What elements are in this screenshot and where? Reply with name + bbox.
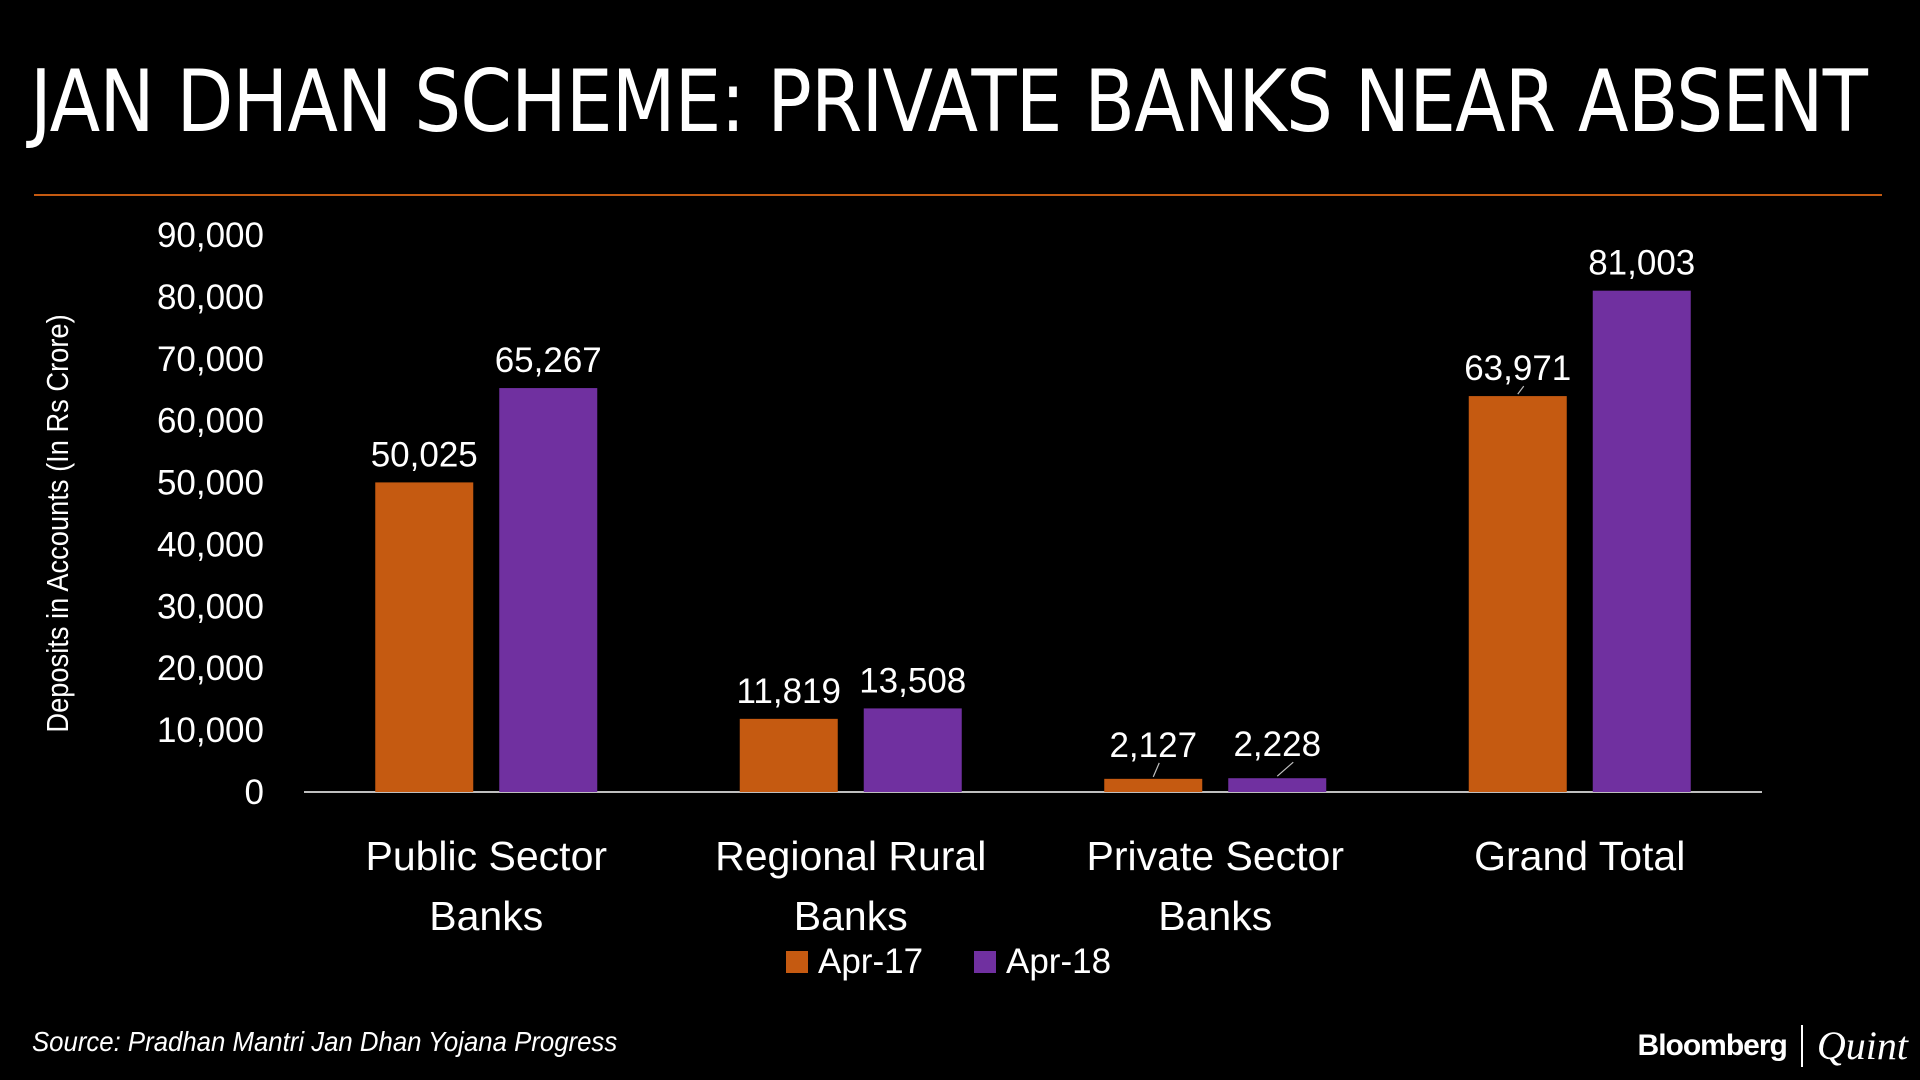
bar-apr-17 [739,718,838,792]
brand-name: Bloomberg [1637,1028,1788,1062]
chart-title: JAN DHAN SCHEME: PRIVATE BANKS NEAR ABSE… [30,52,1868,152]
y-tick-label: 30,000 [157,587,264,626]
x-tick-label: Grand Total [1474,833,1685,879]
x-tick-label: Banks [794,893,908,939]
bar-apr-18 [1228,778,1327,792]
legend-swatch [974,951,996,973]
brand-separator [1800,1024,1803,1067]
data-label: 2,127 [1109,726,1197,765]
y-axis-label-group: Deposits in Accounts (In Rs Crore) [41,314,75,732]
y-tick-label: 80,000 [157,278,264,317]
data-labels: 50,025 65,267 11,819 13,508 2,127 2,228 63,971… [371,244,1696,765]
data-label: 81,003 [1588,244,1695,283]
x-axis-category-labels: Public Sector Banks Regional Rural Banks Pri… [365,833,1685,939]
title-divider [34,194,1882,196]
brand-sub: Quint [1816,1023,1908,1068]
label-leader-lines [1152,385,1525,778]
data-label: 65,267 [495,341,602,380]
label-leader [1517,385,1525,395]
bar-apr-18 [1592,290,1691,792]
source-note: Source: Pradhan Mantri Jan Dhan Yojana P… [32,1026,618,1057]
bar-apr-17 [375,482,474,792]
x-tick-label: Banks [1158,893,1272,939]
label-leader [1276,761,1294,777]
bar-apr-18 [863,708,962,792]
bar-apr-17 [1104,778,1203,792]
y-tick-label: 0 [245,773,264,812]
bar-chart: Deposits in Accounts (In Rs Crore) 0 10,0… [41,216,1762,981]
data-label: 11,819 [737,672,841,711]
data-label: 2,228 [1233,725,1321,764]
legend-label: Apr-18 [1006,942,1111,981]
bar-apr-18 [499,388,598,792]
y-tick-label: 60,000 [157,402,264,441]
bar-apr-17 [1468,396,1567,792]
y-tick-label: 40,000 [157,525,264,564]
bars [375,290,1691,792]
data-label: 63,971 [1464,349,1571,388]
x-tick-label: Banks [429,893,543,939]
y-tick-label: 70,000 [157,340,264,379]
data-label: 13,508 [859,661,966,700]
x-tick-label: Public Sector [365,833,607,879]
y-axis-label: Deposits in Accounts (In Rs Crore) [41,314,75,732]
x-tick-label: Private Sector [1087,833,1345,879]
label-leader [1152,762,1160,778]
y-tick-label: 20,000 [157,649,264,688]
y-tick-label: 90,000 [157,216,264,255]
y-tick-label: 10,000 [157,711,264,750]
legend-label: Apr-17 [818,942,923,981]
y-tick-label: 50,000 [157,464,264,503]
legend: Apr-17 Apr-18 [786,942,1111,981]
x-tick-label: Regional Rural [715,833,986,879]
legend-swatch [786,951,808,973]
y-axis-ticks: 0 10,000 20,000 30,000 40,000 50,000 60,000 70,… [157,216,264,812]
brand-logo: Bloomberg Quint [1638,1022,1908,1069]
data-label: 50,025 [371,435,478,474]
